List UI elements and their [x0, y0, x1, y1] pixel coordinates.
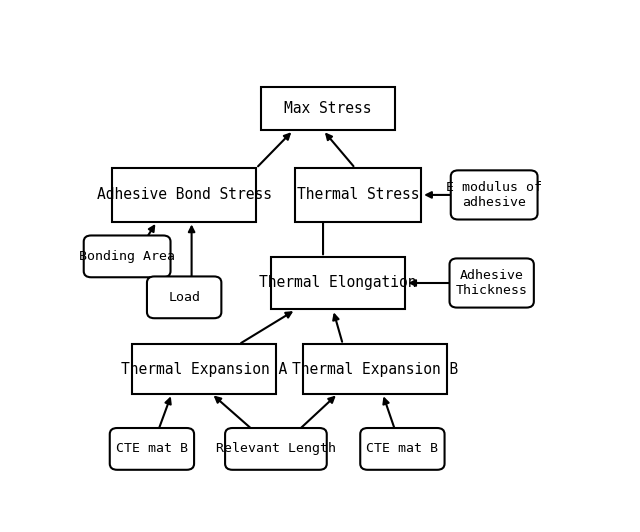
- Bar: [261, 87, 395, 130]
- FancyBboxPatch shape: [110, 428, 194, 470]
- Text: E modulus of
adhesive: E modulus of adhesive: [446, 181, 542, 209]
- FancyBboxPatch shape: [147, 277, 221, 318]
- Text: Thermal Expansion A: Thermal Expansion A: [121, 362, 287, 377]
- FancyBboxPatch shape: [360, 428, 445, 470]
- Text: CTE mat B: CTE mat B: [116, 443, 188, 455]
- Bar: [132, 344, 276, 394]
- Text: Bonding Area: Bonding Area: [79, 250, 175, 263]
- Text: Relevant Length: Relevant Length: [216, 443, 336, 455]
- Text: Load: Load: [168, 291, 200, 304]
- Text: Adhesive
Thickness: Adhesive Thickness: [456, 269, 528, 297]
- Text: Thermal Stress: Thermal Stress: [296, 187, 419, 202]
- FancyBboxPatch shape: [449, 259, 534, 307]
- Bar: [294, 168, 421, 221]
- Bar: [112, 168, 256, 221]
- Text: CTE mat B: CTE mat B: [367, 443, 438, 455]
- Text: Thermal Elongation: Thermal Elongation: [259, 276, 417, 290]
- Bar: [271, 257, 405, 309]
- Text: Thermal Expansion B: Thermal Expansion B: [292, 362, 458, 377]
- FancyBboxPatch shape: [225, 428, 327, 470]
- Bar: [303, 344, 447, 394]
- FancyBboxPatch shape: [84, 236, 170, 277]
- Text: Adhesive Bond Stress: Adhesive Bond Stress: [97, 187, 271, 202]
- Text: Max Stress: Max Stress: [284, 102, 372, 117]
- FancyBboxPatch shape: [451, 170, 538, 220]
